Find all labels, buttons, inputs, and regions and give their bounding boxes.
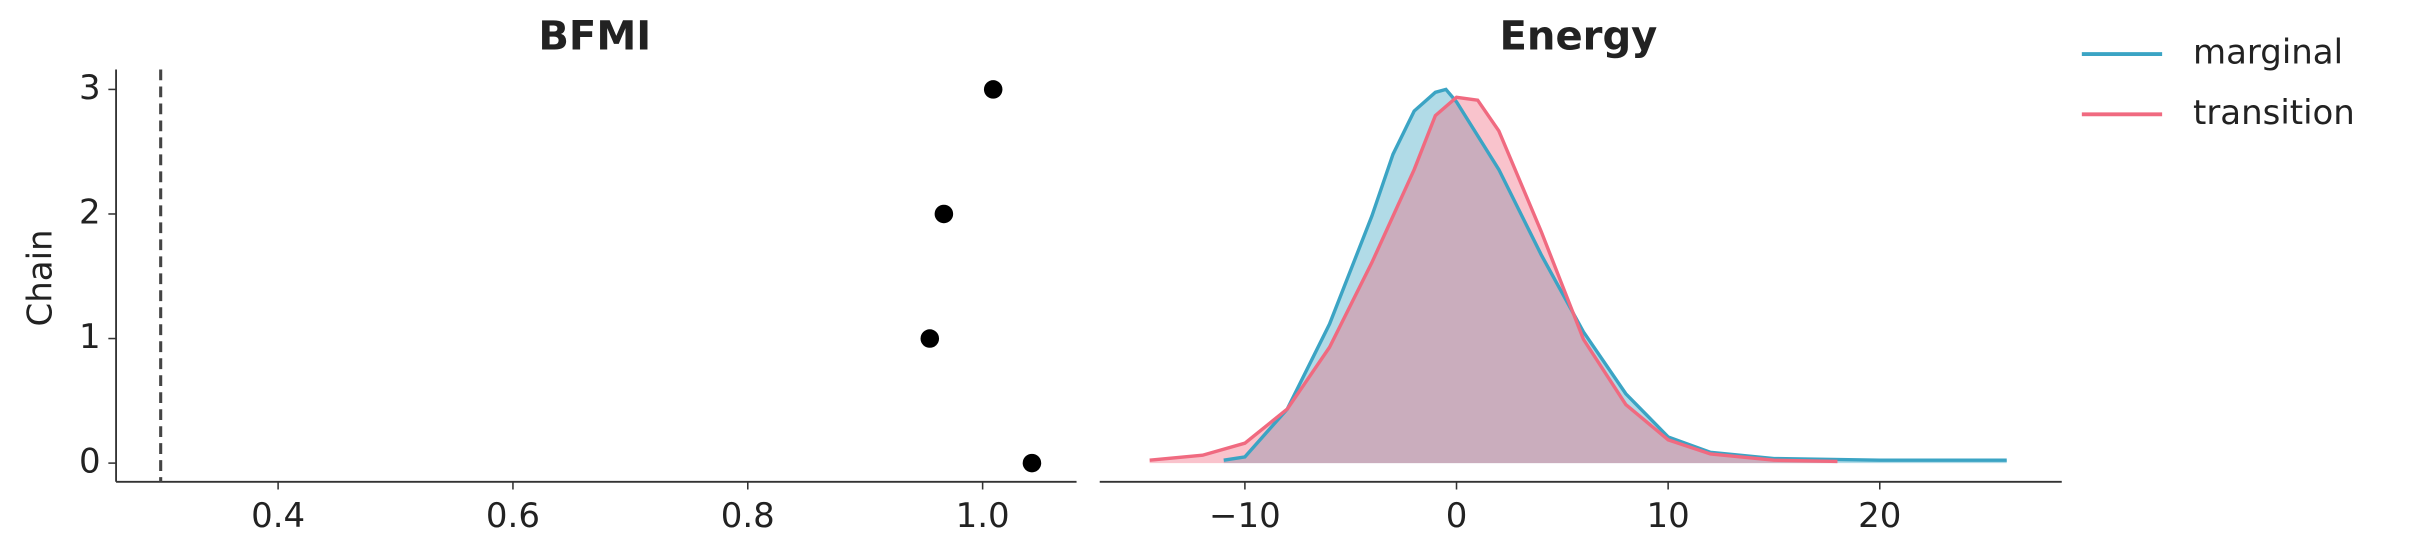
x-tick-label: 0.6 (486, 496, 540, 536)
x-tick-label: 10 (1647, 496, 1690, 536)
x-tick-label: 0.8 (721, 496, 775, 536)
point (983, 80, 1003, 99)
x-tick-label: 1.0 (956, 496, 1010, 536)
x-tick-label: 20 (1858, 496, 1901, 536)
density-line (1149, 95, 1838, 464)
y-axis-label: Chain (20, 229, 60, 326)
x-tick-label: 0.4 (251, 496, 305, 536)
legend-label: marginal (2193, 33, 2343, 73)
point (1022, 453, 1042, 473)
density-fill (1149, 97, 1838, 464)
chart-title: Energy (1499, 14, 1657, 60)
y-tick-label: 3 (79, 68, 101, 108)
y-tick-label: 2 (79, 192, 101, 232)
x-tick-label: −10 (1209, 496, 1281, 536)
density-fill (1223, 89, 2007, 464)
legend-label: transition (2193, 93, 2355, 133)
x-tick-label: 0 (1446, 496, 1468, 536)
point (934, 204, 954, 224)
point (920, 329, 940, 348)
y-tick-label: 0 (79, 442, 101, 482)
y-tick-label: 1 (79, 317, 101, 357)
chart-title: BFMI (538, 14, 651, 60)
